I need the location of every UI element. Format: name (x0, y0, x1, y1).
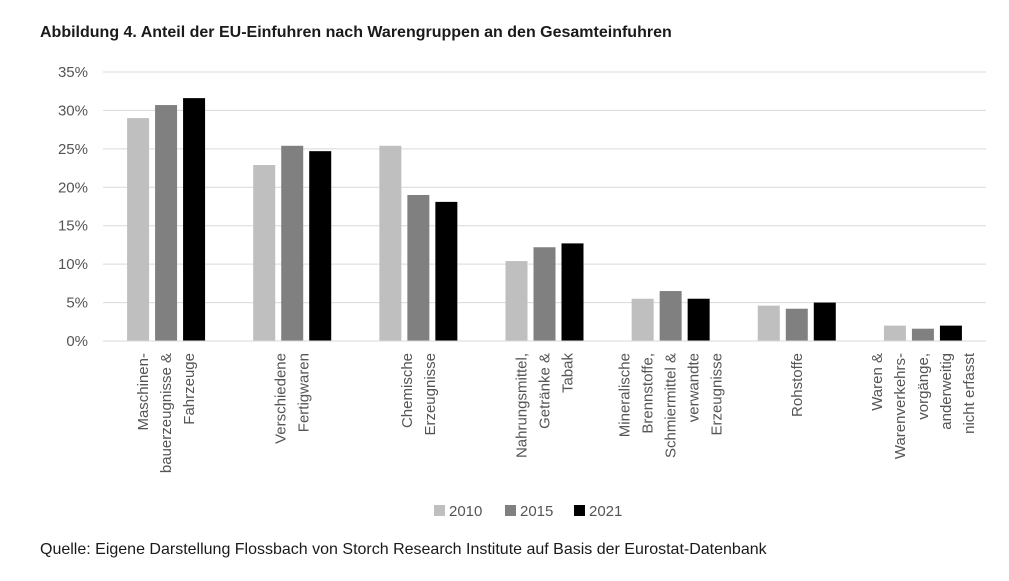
bar-2010 (379, 145, 402, 341)
bar-2010 (631, 298, 654, 341)
legend-swatch-2021 (574, 505, 585, 516)
legend-label-2010: 2010 (449, 503, 482, 520)
y-tick-label: 20% (58, 179, 88, 196)
y-tick-label: 25% (58, 141, 88, 158)
bar-2010 (883, 325, 906, 341)
x-tick-label: Chemische Erzeugnisse (399, 353, 439, 436)
bar-2021 (939, 325, 962, 341)
category-label: Chemische Erzeugnisse (399, 353, 439, 436)
category-label: Mineralische Brennstoffe, Schmiermittel & v… (617, 353, 726, 458)
bar-2015 (785, 308, 808, 341)
bar-2021 (561, 243, 584, 341)
x-tick-label: Waren & Warenverkehrs-vorgänge, anderweiti… (869, 352, 978, 459)
legend-swatch-2010 (434, 505, 445, 516)
y-tick-label: 0% (66, 333, 88, 350)
y-tick-label: 35% (58, 64, 88, 81)
bar-2015 (659, 291, 682, 341)
category-label: Rohstoffe (789, 353, 806, 417)
y-tick-label: 30% (58, 102, 88, 119)
bar-2021 (687, 298, 710, 341)
bar-2021 (183, 98, 206, 341)
chart-source-note: Quelle: Eigene Darstellung Flossbach von… (40, 541, 767, 558)
y-tick-label: 15% (58, 218, 88, 235)
bar-2010 (127, 118, 150, 341)
x-tick-label: Nahrungsmittel, Getränke & Tabak (514, 353, 577, 459)
legend-swatch-2015 (505, 505, 516, 516)
bar-2021 (813, 302, 836, 341)
bar-2015 (155, 105, 178, 341)
x-tick-label: Rohstoffe (789, 353, 806, 417)
x-tick-label: Verschiedene Fertigwaren (273, 353, 313, 444)
bar-2010 (505, 261, 528, 341)
bar-2010 (757, 305, 780, 341)
bar-2010 (253, 164, 276, 341)
x-tick-label: Mineralische Brennstoffe, Schmiermittel & v… (617, 353, 726, 458)
x-tick-label: Maschinen-bauerzeugnisse & Fahrzeuge (135, 353, 198, 473)
y-tick-label: 5% (66, 295, 88, 312)
bar-2015 (533, 247, 556, 341)
legend-label-2015: 2015 (520, 503, 553, 520)
category-label: Nahrungsmittel, Getränke & Tabak (514, 353, 577, 459)
bar-2015 (911, 328, 934, 341)
y-tick-label: 10% (58, 256, 88, 273)
category-label: Maschinen-bauerzeugnisse & Fahrzeuge (135, 353, 198, 473)
bar-2015 (281, 145, 304, 341)
legend-label-2021: 2021 (589, 503, 622, 520)
category-label: Waren & Warenverkehrs-vorgänge, anderweiti… (869, 352, 978, 459)
bar-2021 (435, 201, 458, 341)
chart-title: Abbildung 4. Anteil der EU-Einfuhren nac… (40, 24, 672, 41)
category-label: Verschiedene Fertigwaren (273, 353, 313, 444)
bar-2015 (407, 194, 430, 341)
bar-2021 (309, 151, 332, 341)
